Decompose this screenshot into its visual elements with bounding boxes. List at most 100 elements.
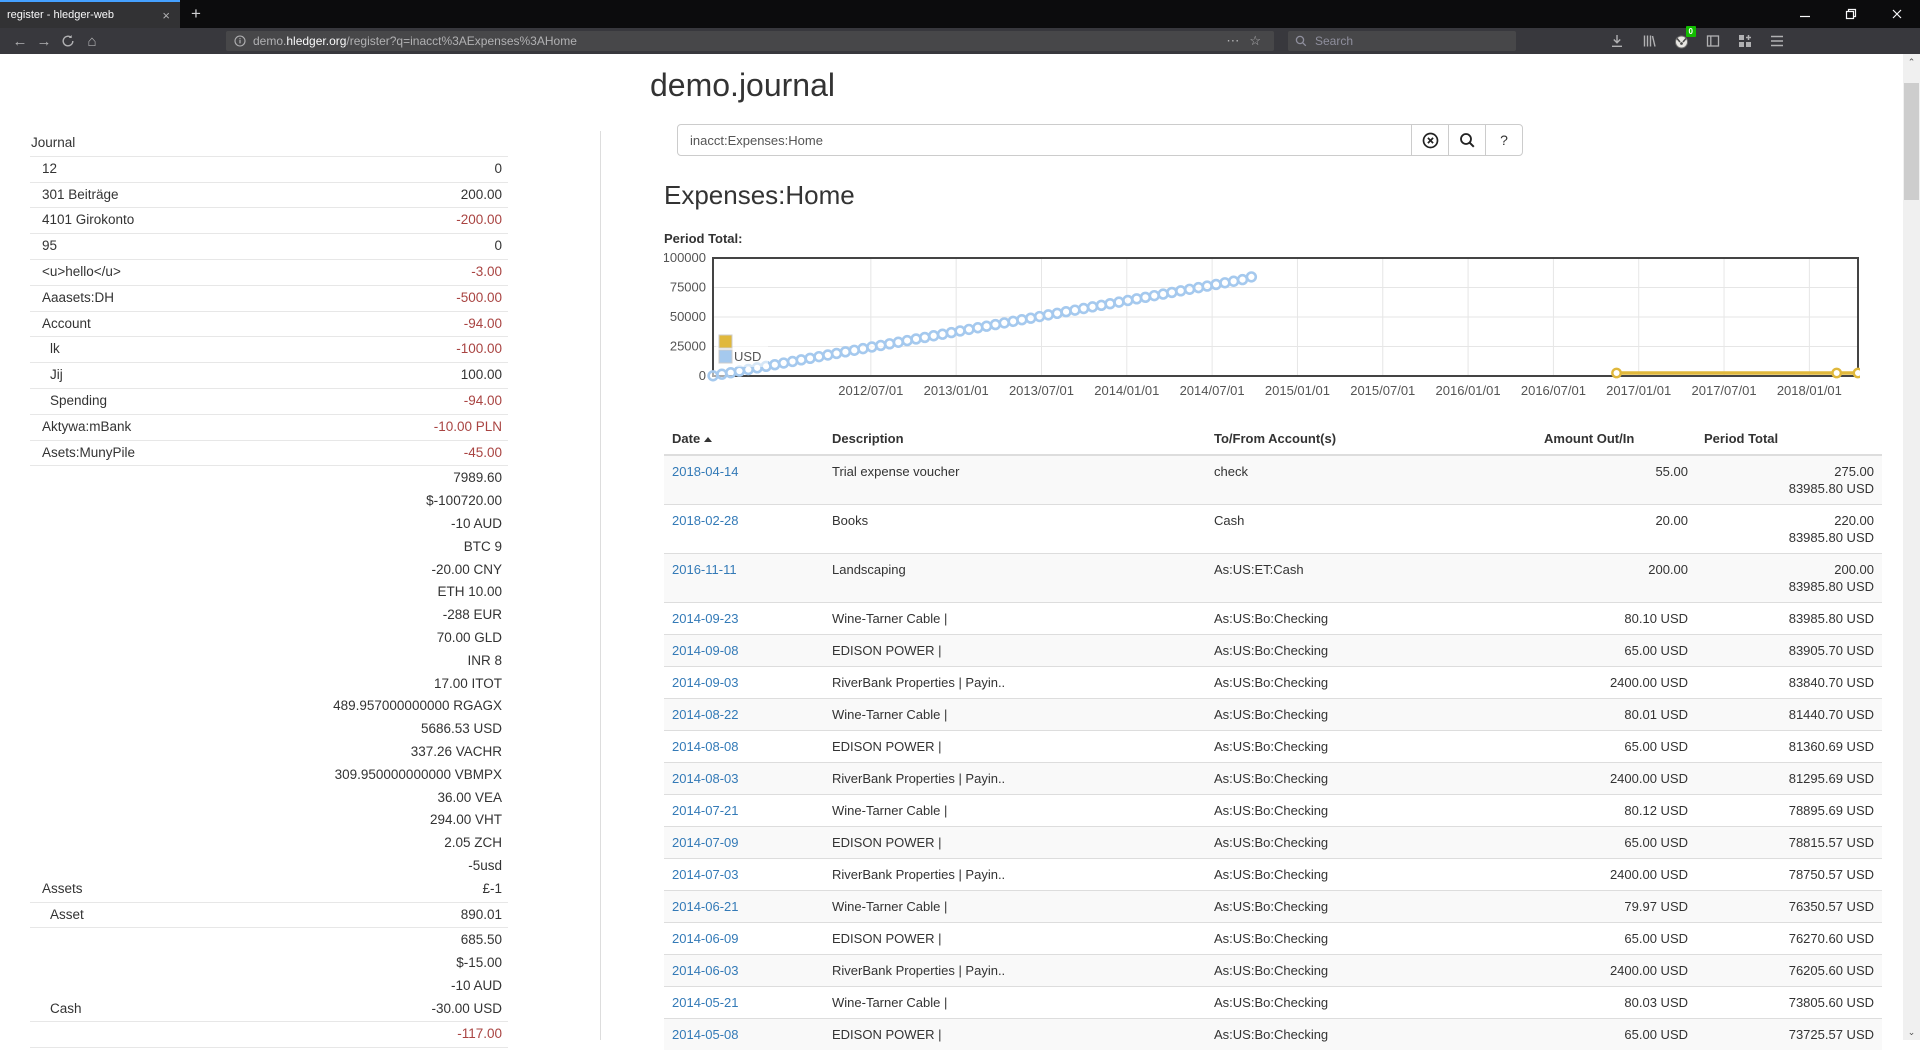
search-button[interactable] xyxy=(1448,124,1486,156)
sidebar-account-row[interactable]: Jij 100.00 xyxy=(30,363,508,389)
register-amount: 20.00 xyxy=(1536,505,1696,554)
scroll-down-icon[interactable]: ⌄ xyxy=(1903,1024,1920,1040)
column-header-period-total[interactable]: Period Total xyxy=(1696,423,1882,455)
register-period-total: 81295.69 USD xyxy=(1696,763,1882,795)
back-icon[interactable]: ← xyxy=(8,30,32,52)
new-tab-button[interactable]: + xyxy=(180,0,212,28)
register-date-link[interactable]: 2014-07-03 xyxy=(672,867,739,882)
register-date-link[interactable]: 2014-09-08 xyxy=(672,643,739,658)
column-header-description[interactable]: Description xyxy=(824,423,1206,455)
sidebar-account-row[interactable]: Asset 890.01 xyxy=(30,903,508,929)
browser-tab[interactable]: register - hledger-web × xyxy=(0,0,180,28)
browser-search-input[interactable] xyxy=(1313,33,1483,49)
sidebar-account-row[interactable]: lk -100.00 xyxy=(30,337,508,363)
bookmark-star-icon[interactable]: ☆ xyxy=(1244,33,1266,49)
column-header-account[interactable]: To/From Account(s) xyxy=(1206,423,1536,455)
home-icon[interactable]: ⌂ xyxy=(80,30,104,52)
url-bar[interactable]: demo.hledger.org/register?q=inacct%3AExp… xyxy=(226,31,1274,51)
register-date-link[interactable]: 2014-06-03 xyxy=(672,963,739,978)
register-row: 2014-07-21 Wine-Tarner Cable | As:US:Bo:… xyxy=(664,795,1882,827)
column-header-amount[interactable]: Amount Out/In xyxy=(1536,423,1696,455)
sidebar-account-row[interactable]: Account -94.00 xyxy=(30,312,508,338)
register-date-link[interactable]: 2016-11-11 xyxy=(672,562,737,577)
sidebar-account-row[interactable]: 95 0 xyxy=(30,234,508,260)
account-name[interactable]: Assets xyxy=(30,878,83,901)
account-name[interactable]: Account xyxy=(30,313,91,336)
sidebar-account-row[interactable]: Asets:MunyPile -45.00 xyxy=(30,441,508,467)
menu-hamburger-icon[interactable] xyxy=(1766,30,1788,52)
account-name[interactable]: 12 xyxy=(30,158,57,181)
account-name[interactable]: 301 Beiträge xyxy=(30,184,119,207)
account-name[interactable]: Cash xyxy=(30,998,82,1021)
account-name[interactable]: 95 xyxy=(30,235,57,258)
register-date-link[interactable]: 2018-04-14 xyxy=(672,464,739,479)
account-name[interactable]: Asset xyxy=(30,904,84,927)
vertical-scrollbar[interactable]: ⌃ ⌄ xyxy=(1903,54,1920,1040)
register-date-link[interactable]: 2014-08-22 xyxy=(672,707,739,722)
forward-icon[interactable]: → xyxy=(32,30,56,52)
browser-search-bar[interactable] xyxy=(1288,31,1516,51)
reload-icon[interactable] xyxy=(56,30,80,52)
register-date-link[interactable]: 2014-06-09 xyxy=(672,931,739,946)
register-date-link[interactable]: 2014-08-03 xyxy=(672,771,739,786)
download-icon[interactable] xyxy=(1606,30,1628,52)
register-date-link[interactable]: 2014-09-23 xyxy=(672,611,739,626)
register-account: As:US:Bo:Checking xyxy=(1206,923,1536,955)
svg-text:USD: USD xyxy=(734,349,761,364)
register-date-link[interactable]: 2014-07-09 xyxy=(672,835,739,850)
register-description: EDISON POWER | xyxy=(824,923,1206,955)
sidebar-account-row[interactable]: <u>hello</u> -3.00 xyxy=(30,260,508,286)
restore-icon[interactable] xyxy=(1828,0,1874,28)
account-balance: -500.00 xyxy=(114,287,502,310)
register-date-link[interactable]: 2014-08-08 xyxy=(672,739,739,754)
register-account: check xyxy=(1206,455,1536,505)
register-row: 2014-08-08 EDISON POWER | As:US:Bo:Check… xyxy=(664,731,1882,763)
help-button[interactable]: ? xyxy=(1485,124,1523,156)
clear-query-button[interactable] xyxy=(1411,124,1449,156)
minimize-icon[interactable] xyxy=(1782,0,1828,28)
sidebar-account-row[interactable]: -117.00 xyxy=(30,1022,508,1048)
register-amount: 55.00 xyxy=(1536,455,1696,505)
query-input[interactable] xyxy=(677,124,1412,156)
sidebar-account-row[interactable]: 12 0 xyxy=(30,157,508,183)
tab-close-icon[interactable]: × xyxy=(159,8,173,23)
chart-label: Period Total: xyxy=(664,231,1920,246)
library-icon[interactable] xyxy=(1638,30,1660,52)
screenshot-grid-icon[interactable] xyxy=(1734,30,1756,52)
account-name[interactable]: 4101 Girokonto xyxy=(30,209,134,232)
register-period-total: 76270.60 USD xyxy=(1696,923,1882,955)
scroll-up-icon[interactable]: ⌃ xyxy=(1903,54,1920,70)
site-info-icon[interactable] xyxy=(234,35,246,47)
account-balance: 100.00 xyxy=(63,364,502,387)
register-date-link[interactable]: 2014-09-03 xyxy=(672,675,739,690)
sidebar-account-row[interactable]: Aktywa:mBank -10.00 PLN xyxy=(30,415,508,441)
register-description: RiverBank Properties | Payin.. xyxy=(824,667,1206,699)
register-date-link[interactable]: 2018-02-28 xyxy=(672,513,739,528)
page-actions-icon[interactable]: ⋯ xyxy=(1221,33,1244,49)
register-period-total: 78815.57 USD xyxy=(1696,827,1882,859)
sidebar-account-row[interactable]: Journal xyxy=(30,131,508,157)
account-name[interactable]: lk xyxy=(30,338,60,361)
account-name[interactable]: Jij xyxy=(30,364,63,387)
extension-badger-icon[interactable]: 0 xyxy=(1670,30,1692,52)
register-date-link[interactable]: 2014-06-21 xyxy=(672,899,739,914)
account-name[interactable]: Journal xyxy=(30,132,75,155)
sidebar-account-row[interactable]: 301 Beiträge 200.00 xyxy=(30,183,508,209)
sidebar-account-row[interactable]: Spending -94.00 xyxy=(30,389,508,415)
account-name[interactable]: Asets:MunyPile xyxy=(30,442,135,465)
account-name[interactable]: Spending xyxy=(30,390,107,413)
register-date-link[interactable]: 2014-05-21 xyxy=(672,995,739,1010)
account-name[interactable]: Aaasets:DH xyxy=(30,287,114,310)
sidebar-account-row[interactable]: Aaasets:DH -500.00 xyxy=(30,286,508,312)
sidebar-account-row[interactable]: 4101 Girokonto -200.00 xyxy=(30,208,508,234)
account-name[interactable]: Aktywa:mBank xyxy=(30,416,131,439)
sidebar-account-row[interactable]: Cash 685.50$-15.00-10 AUD-30.00 USD xyxy=(30,928,508,1022)
close-icon[interactable] xyxy=(1874,0,1920,28)
scrollbar-thumb[interactable] xyxy=(1904,83,1919,200)
column-header-date[interactable]: Date xyxy=(664,423,824,455)
sidebar-toggle-icon[interactable] xyxy=(1702,30,1724,52)
account-name[interactable]: <u>hello</u> xyxy=(30,261,121,284)
register-date-link[interactable]: 2014-07-21 xyxy=(672,803,739,818)
